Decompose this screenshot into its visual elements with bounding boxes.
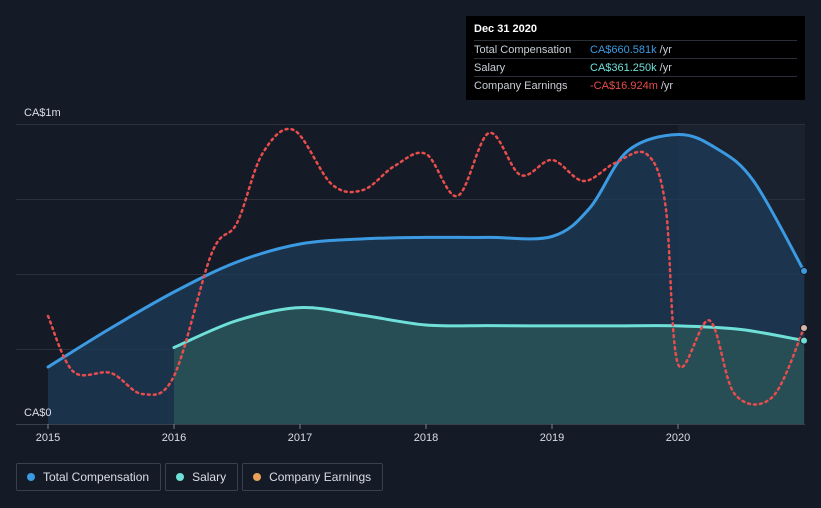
salary-line (172, 306, 806, 349)
company-earnings-line (46, 127, 806, 406)
legend-item-company-earnings[interactable]: Company Earnings (242, 463, 384, 491)
x-tick-label: 2019 (540, 432, 564, 444)
legend-label: Total Compensation (43, 470, 150, 484)
tooltip-label: Total Compensation (474, 43, 572, 56)
legend-dot-icon (253, 473, 262, 481)
x-tick-label: 2015 (36, 432, 60, 444)
tooltip-unit: /yr (660, 79, 674, 92)
y-axis-label-min: CA$0 (24, 407, 52, 419)
tooltip-value: CA$361.250k (590, 61, 657, 74)
legend-item-total-compensation[interactable]: Total Compensation (16, 463, 162, 491)
x-tick-label: 2017 (288, 432, 312, 444)
legend: Total Compensation Salary Company Earnin… (16, 463, 384, 491)
legend-item-salary[interactable]: Salary (165, 463, 239, 491)
salary-area (174, 307, 804, 424)
total-compensation-end-marker (800, 267, 808, 275)
tooltip-row-company-earnings: Company Earnings -CA$16.924m /yr (474, 76, 797, 94)
total-compensation-line (46, 132, 806, 369)
tooltip-value: CA$660.581k (590, 43, 657, 56)
tooltip-value: -CA$16.924m (590, 79, 658, 92)
legend-label: Company Earnings (269, 470, 372, 484)
x-tick-label: 2018 (414, 432, 438, 444)
y-axis-label-max: CA$1m (24, 107, 61, 119)
x-tick-label: 2020 (666, 432, 690, 444)
legend-dot-icon (176, 473, 185, 481)
tooltip-row-salary: Salary CA$361.250k /yr (474, 58, 797, 76)
tooltip-unit: /yr (659, 61, 672, 74)
tooltip-date: Dec 31 2020 (474, 23, 537, 35)
company-earnings-end-marker (800, 324, 808, 332)
legend-label: Salary (192, 470, 227, 484)
tooltip-label: Salary (474, 61, 506, 74)
legend-dot-icon (27, 473, 35, 481)
x-tick-label: 2016 (162, 432, 186, 444)
tooltip-label: Company Earnings (474, 79, 568, 92)
salary-end-marker (800, 336, 808, 345)
tooltip-unit: /yr (659, 43, 672, 56)
tooltip-row-total-compensation: Total Compensation CA$660.581k /yr (474, 40, 797, 58)
tooltip: Dec 31 2020 Total Compensation CA$660.58… (466, 16, 805, 100)
